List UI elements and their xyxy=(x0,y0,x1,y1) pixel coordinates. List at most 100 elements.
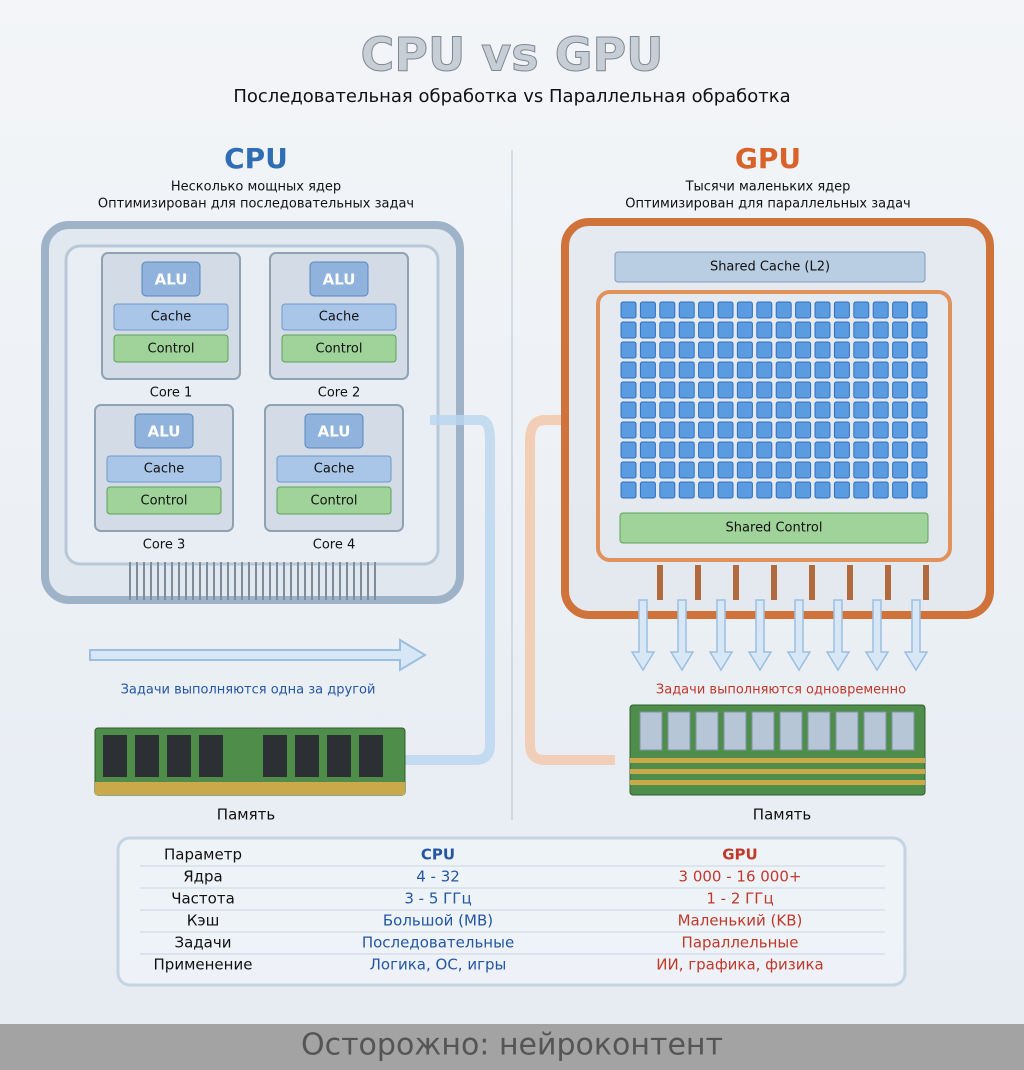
table-cell: 3 000 - 16 000+ xyxy=(679,868,802,886)
gpu-core xyxy=(833,461,850,479)
control-label: Control xyxy=(148,342,195,357)
gpu-core xyxy=(659,481,676,499)
table-header: Параметр xyxy=(164,846,242,864)
table-cell: Большой (MB) xyxy=(383,912,493,930)
gpu-core xyxy=(892,401,909,419)
gpu-core xyxy=(814,301,831,319)
gpu-core xyxy=(620,461,637,479)
table-cell: Задачи xyxy=(175,934,232,952)
gpu-core xyxy=(698,461,715,479)
gpu-core xyxy=(756,341,773,359)
cache-label: Cache xyxy=(144,462,184,477)
gpu-core xyxy=(659,381,676,399)
memory-chip xyxy=(639,711,663,751)
memory-chip xyxy=(327,735,351,777)
gpu-core xyxy=(717,381,734,399)
gpu-core xyxy=(853,481,870,499)
table-cell: Ядра xyxy=(183,868,223,886)
gpu-core xyxy=(872,321,889,339)
footer-band xyxy=(0,1024,1024,1070)
table-cell: Логика, ОС, игры xyxy=(370,956,507,974)
gpu-core xyxy=(698,321,715,339)
gpu-core xyxy=(853,461,870,479)
gpu-core xyxy=(795,421,812,439)
gpu-core xyxy=(833,421,850,439)
gpu-core xyxy=(620,441,637,459)
gpu-memory-label: Память xyxy=(753,806,811,824)
gpu-core xyxy=(620,301,637,319)
alu-box xyxy=(309,261,369,297)
memory-chip xyxy=(835,711,859,751)
gpu-core xyxy=(736,401,753,419)
cache-label: Cache xyxy=(314,462,354,477)
gpu-core xyxy=(698,441,715,459)
gpu-core xyxy=(775,321,792,339)
gpu-core xyxy=(698,301,715,319)
control-label: Control xyxy=(316,342,363,357)
gpu-core xyxy=(814,381,831,399)
gpu-core xyxy=(678,361,695,379)
gpu-core xyxy=(736,301,753,319)
memory-chip xyxy=(695,711,719,751)
control-label: Control xyxy=(311,494,358,509)
gpu-core xyxy=(717,401,734,419)
gpu-core xyxy=(892,341,909,359)
gpu-core xyxy=(736,381,753,399)
gpu-core xyxy=(756,461,773,479)
gpu-core xyxy=(756,321,773,339)
gpu-core xyxy=(911,401,928,419)
memory-chip xyxy=(263,735,287,777)
gpu-core xyxy=(775,461,792,479)
gpu-core xyxy=(639,341,656,359)
table-cell: Применение xyxy=(154,956,253,974)
gpu-core xyxy=(833,401,850,419)
gpu-core xyxy=(756,421,773,439)
gpu-core xyxy=(853,401,870,419)
memory-chip xyxy=(779,711,803,751)
footer-text: Осторожно: нейроконтент xyxy=(301,1028,723,1063)
memory-contacts xyxy=(630,780,925,785)
gpu-core xyxy=(698,481,715,499)
gpu-core xyxy=(795,401,812,419)
gpu-core xyxy=(795,461,812,479)
gpu-core xyxy=(659,461,676,479)
memory-contacts xyxy=(95,782,405,795)
gpu-core xyxy=(736,441,753,459)
gpu-core xyxy=(892,441,909,459)
gpu-core xyxy=(756,441,773,459)
gpu-core xyxy=(678,461,695,479)
gpu-core xyxy=(717,421,734,439)
gpu-core xyxy=(911,321,928,339)
gpu-core xyxy=(911,381,928,399)
sequential-arrow xyxy=(89,638,427,672)
memory-chip xyxy=(863,711,887,751)
cache-box xyxy=(106,455,222,483)
gpu-core xyxy=(795,481,812,499)
gpu-core xyxy=(814,401,831,419)
gpu-core xyxy=(736,361,753,379)
gpu-core xyxy=(892,301,909,319)
gpu-core xyxy=(833,301,850,319)
parallel-arrow xyxy=(747,599,773,672)
parallel-arrow xyxy=(825,599,851,672)
table-cell: 1 - 2 ГГц xyxy=(706,890,773,908)
alu-label: ALU xyxy=(155,271,188,289)
gpu-core xyxy=(717,481,734,499)
gpu-core xyxy=(639,381,656,399)
gpu-core xyxy=(853,381,870,399)
parallel-arrow xyxy=(669,599,695,672)
table-panel xyxy=(116,836,907,987)
gpu-core xyxy=(639,461,656,479)
gpu-core xyxy=(814,461,831,479)
memory-chip xyxy=(199,735,223,777)
control-box xyxy=(276,486,392,515)
gpu-chip-inner xyxy=(596,290,952,562)
memory-contacts xyxy=(630,758,925,763)
gpu-core xyxy=(678,441,695,459)
gpu-core xyxy=(795,361,812,379)
memory-chip xyxy=(751,711,775,751)
core-name: Core 2 xyxy=(318,386,361,401)
gpu-core xyxy=(872,401,889,419)
gpu-core xyxy=(795,381,812,399)
